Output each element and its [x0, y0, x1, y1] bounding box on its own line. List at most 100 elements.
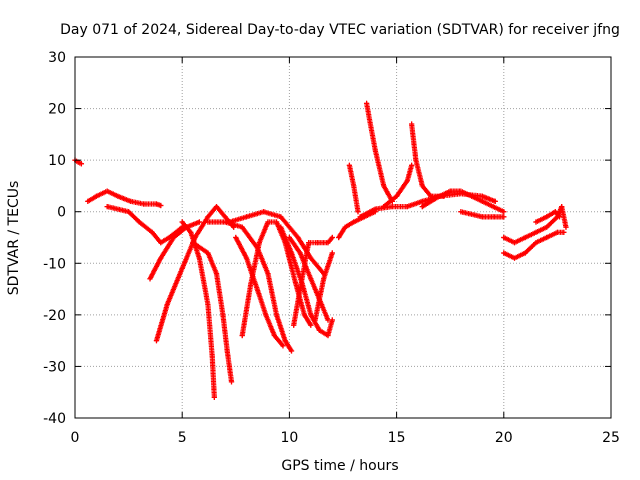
series-arc-25	[501, 203, 569, 246]
data-point	[233, 234, 239, 241]
data-point	[205, 214, 211, 220]
y-tick-label: -40	[43, 411, 66, 427]
y-tick-label: -10	[43, 256, 66, 272]
data-point	[153, 338, 160, 344]
series-arc-6	[179, 219, 217, 400]
x-tick-label: 20	[495, 430, 513, 446]
chart-title: Day 071 of 2024, Sidereal Day-to-day VTE…	[60, 22, 620, 38]
y-tick-label: -20	[43, 308, 66, 324]
data-point	[288, 250, 295, 256]
data-point	[501, 250, 507, 256]
data-point	[196, 219, 202, 225]
data-point	[409, 162, 415, 168]
data-point	[321, 276, 327, 282]
data-point	[522, 234, 528, 241]
data-points	[72, 100, 569, 400]
data-point	[389, 203, 395, 210]
data-point	[479, 198, 485, 204]
series-arc-22	[419, 188, 507, 215]
data-point	[357, 214, 363, 220]
data-point	[544, 234, 550, 241]
data-point	[490, 214, 496, 220]
data-point	[533, 229, 539, 235]
data-point	[209, 353, 215, 359]
x-tick-label: 10	[280, 430, 298, 446]
data-point	[394, 193, 400, 199]
data-point	[413, 157, 419, 163]
y-tick-label: 30	[48, 50, 66, 66]
data-point	[342, 224, 348, 230]
data-point	[458, 188, 464, 194]
x-tick-label: 5	[178, 430, 187, 446]
series-arc-2	[85, 188, 164, 209]
data-point	[308, 255, 314, 261]
data-point	[179, 219, 185, 225]
grid	[75, 57, 611, 418]
x-tick-label: 25	[602, 430, 620, 446]
y-tick-labels: -40 -30 -20 -10 0 10 20 30	[43, 50, 66, 427]
data-point	[190, 240, 196, 246]
marker-trace	[364, 100, 395, 204]
data-point	[404, 203, 410, 210]
data-point	[336, 234, 342, 241]
data-point	[265, 271, 271, 277]
series-arc-4	[147, 219, 202, 282]
data-point	[355, 209, 361, 215]
data-point	[104, 188, 110, 194]
data-point	[511, 255, 518, 261]
series-arc-7	[190, 240, 235, 385]
data-point	[295, 234, 301, 241]
x-tick-labels: 0 5 10 15 20 25	[71, 430, 620, 446]
data-point	[213, 203, 220, 210]
data-point	[158, 255, 164, 261]
x-tick-label: 15	[388, 430, 406, 446]
data-point	[419, 183, 425, 189]
data-point	[492, 198, 498, 204]
data-point	[428, 193, 434, 199]
series-arc-11	[233, 234, 286, 349]
data-point	[559, 203, 565, 210]
data-point	[243, 255, 250, 261]
series-arc-18	[363, 100, 395, 204]
data-point	[282, 338, 288, 344]
series-arc-20	[381, 162, 415, 210]
series-arc-15	[312, 250, 335, 323]
data-point	[297, 250, 303, 256]
data-point	[544, 214, 550, 220]
series-arc-3	[104, 203, 185, 246]
data-point	[329, 250, 335, 256]
data-point	[278, 214, 284, 220]
data-point	[556, 214, 563, 220]
series-arc-1	[72, 157, 85, 167]
data-point	[228, 379, 235, 385]
data-point	[271, 332, 277, 339]
data-point	[226, 219, 232, 225]
y-tick-label: 20	[48, 102, 66, 118]
data-point	[126, 209, 132, 215]
data-point	[128, 198, 134, 204]
x-tick-label: 0	[71, 430, 80, 446]
marker-trace	[501, 204, 569, 246]
data-point	[447, 188, 453, 194]
data-point	[239, 224, 245, 230]
data-point	[297, 286, 303, 292]
data-point	[196, 255, 202, 261]
data-point	[346, 162, 353, 168]
data-point	[153, 201, 160, 207]
data-point	[291, 322, 297, 328]
series-arc-23	[458, 209, 507, 220]
data-point	[501, 214, 507, 220]
data-point	[363, 100, 370, 107]
y-tick-label: 0	[57, 205, 66, 221]
data-point	[308, 312, 314, 318]
data-point	[243, 214, 250, 220]
data-point	[273, 219, 280, 225]
y-tick-label: -30	[43, 359, 66, 375]
data-point	[554, 229, 560, 235]
data-point	[278, 224, 284, 230]
data-point	[316, 327, 323, 333]
data-point	[351, 183, 357, 189]
y-axis-label: SDTVAR / TECUs	[6, 181, 22, 296]
data-point	[85, 198, 91, 204]
data-point	[280, 343, 286, 349]
